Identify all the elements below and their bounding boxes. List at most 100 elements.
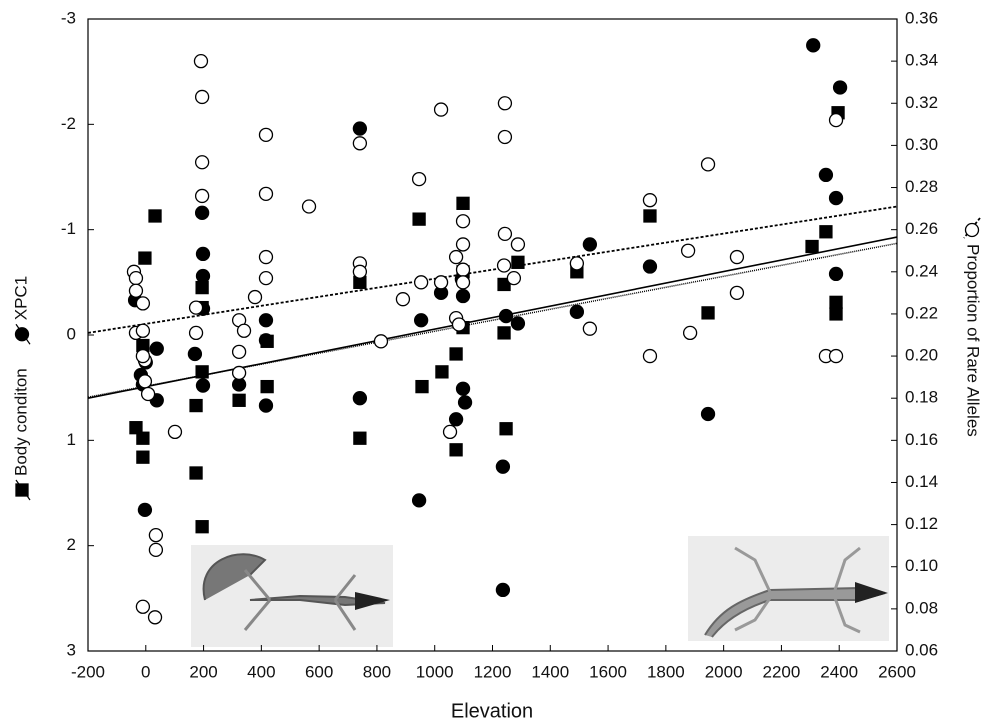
x-tick-label: 2200 [763,662,801,681]
y2-tick-label: 0.36 [905,8,938,27]
legend-marker [14,327,30,342]
point [352,391,368,406]
point [140,386,156,402]
y-axis-title: Body conditon XPC1 [11,276,31,501]
y-tick-label: 2 [67,535,76,554]
point [232,393,246,407]
legend-label: Proportion of Rare Alleles [964,244,983,437]
point [195,246,211,262]
point [258,398,274,413]
point [194,89,210,105]
point [818,167,834,183]
point [806,38,821,53]
point [433,102,449,117]
point [506,270,522,286]
point [187,346,203,362]
point [148,542,164,558]
point [729,285,745,301]
point [258,249,274,265]
point [138,251,152,265]
point [258,333,274,348]
trend-line [87,205,898,334]
point [680,243,696,258]
legend-label: XPC1 [11,276,30,320]
point [236,323,252,338]
point [642,193,658,208]
y2-tick-label: 0.10 [905,556,938,575]
point [805,239,819,254]
y2-tick-label: 0.34 [905,51,938,70]
point [828,112,844,128]
x-tick-label: 0 [141,662,150,681]
point [353,431,367,445]
point [497,96,513,111]
point [456,196,470,210]
y-tick-label: -2 [61,114,76,133]
point [258,270,274,286]
y-tick-label: -3 [61,8,76,27]
point [455,275,471,290]
point [497,226,513,242]
point [411,493,427,508]
point [682,325,698,341]
y2-tick-label: 0.06 [905,640,938,659]
trend-line [87,236,898,399]
trend-line [87,242,898,398]
point [135,348,151,364]
point [301,199,317,214]
x-tick-label: 1000 [416,662,454,681]
point [455,288,471,304]
point [498,308,514,324]
point [497,129,513,145]
y2-tick-label: 0.20 [905,346,938,365]
point [701,306,715,320]
y2-tick-label: 0.24 [905,261,938,280]
y2-tick-label: 0.28 [905,177,938,196]
point [258,313,274,328]
point [496,258,512,273]
point [829,295,843,309]
point [442,424,458,440]
point [135,296,151,311]
point [455,381,471,396]
point [352,121,368,136]
y2-tick-label: 0.12 [905,514,938,533]
point [148,209,162,223]
point [136,431,150,445]
point [511,255,525,269]
point [395,292,411,307]
point [828,266,844,282]
point [193,53,209,69]
y-tick-label: 0 [67,324,76,343]
point [642,348,658,364]
point [828,348,844,364]
point [729,249,745,265]
point [448,412,464,427]
point [195,378,211,393]
point [188,325,204,341]
x-tick-label: 800 [363,662,391,681]
lizard-photo-right [688,536,889,641]
point [195,365,209,379]
point [352,264,368,279]
point [137,374,153,389]
point [700,157,716,172]
point [167,424,183,440]
y2-tick-label: 0.32 [905,93,938,112]
point [195,280,209,295]
point [642,259,658,274]
x-tick-label: 400 [247,662,275,681]
x-tick-label: -200 [71,662,105,681]
point [128,270,144,286]
y-tick-label: 3 [67,640,76,659]
point [412,212,426,226]
point [448,249,464,265]
point [195,268,211,284]
y2-tick-label: 0.14 [905,472,938,491]
point [413,313,429,328]
point [411,171,427,187]
point [129,421,143,435]
y2-tick-label: 0.26 [905,219,938,238]
point [455,214,471,229]
